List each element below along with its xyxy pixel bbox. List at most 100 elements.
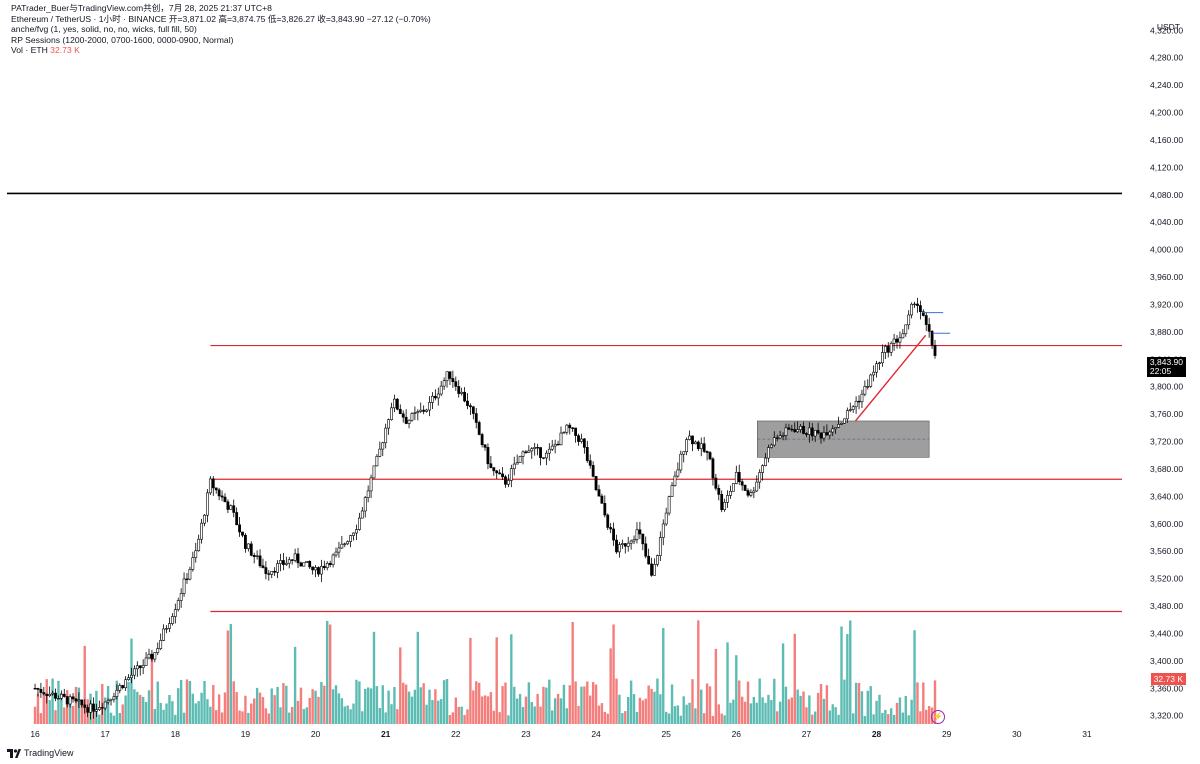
- volume-bar: [469, 637, 472, 724]
- candle-body: [837, 424, 840, 428]
- candle-body: [758, 472, 762, 483]
- y-tick-label: 3,480.00: [1150, 601, 1183, 611]
- candle-body: [97, 707, 101, 710]
- indicator-sessions[interactable]: RP Sessions (1200-2000, 0700-1600, 0000-…: [11, 34, 234, 45]
- volume-bar: [457, 706, 460, 724]
- volume-bar: [255, 687, 259, 724]
- volume-bar: [688, 702, 691, 724]
- volume-bar: [808, 695, 811, 724]
- candle-body: [542, 457, 545, 459]
- candle-body: [366, 490, 370, 498]
- y-tick-label: 3,640.00: [1150, 491, 1183, 501]
- candle-body: [355, 529, 358, 534]
- symbol-ohlc-line[interactable]: Ethereum / TetherUS · 1小时 · BINANCE 开=3,…: [11, 13, 431, 24]
- volume-bar: [279, 707, 282, 724]
- y-tick-label: 4,280.00: [1150, 53, 1183, 63]
- volume-bar: [39, 713, 43, 724]
- candle-body: [597, 489, 601, 497]
- candle-body: [889, 343, 893, 353]
- candle-body: [153, 652, 157, 660]
- candle-body: [33, 688, 37, 690]
- candle-body: [667, 496, 671, 514]
- candle-body: [188, 569, 192, 580]
- volume-bar: [57, 680, 60, 724]
- indicator-fvg[interactable]: anche/fvg (1, yes, solid, no, no, wicks,…: [11, 24, 197, 35]
- volume-bar: [673, 706, 677, 724]
- volume-bar: [168, 694, 171, 724]
- candle-body: [246, 543, 250, 549]
- volume-bar: [793, 633, 796, 724]
- price-axis-unit[interactable]: USDT: [1156, 22, 1180, 32]
- candle-body: [217, 489, 221, 497]
- candle-body: [907, 314, 911, 326]
- tradingview-logo-icon: [7, 748, 21, 758]
- candle-body: [144, 657, 148, 666]
- candle-body: [176, 600, 180, 610]
- candle-body: [147, 653, 151, 659]
- volume-bar: [854, 682, 858, 724]
- volume-bar: [700, 689, 703, 724]
- candle-body: [769, 444, 773, 448]
- volume-bar: [521, 707, 525, 724]
- volume-bar: [244, 695, 247, 724]
- volume-bar: [369, 688, 373, 724]
- volume-bar: [188, 681, 192, 724]
- candle-body: [685, 439, 689, 452]
- candle-body: [626, 542, 630, 547]
- candle-body: [848, 409, 852, 411]
- candle-body: [878, 362, 881, 364]
- candle-body: [416, 411, 420, 414]
- candle-body: [130, 674, 133, 678]
- volume-bar: [784, 686, 788, 724]
- candle-body: [527, 450, 531, 453]
- lightning-icon[interactable]: ⚡: [931, 710, 945, 724]
- volume-bar: [825, 685, 829, 724]
- volume-bar: [384, 712, 387, 724]
- volume-bar: [626, 697, 630, 724]
- volume-bar: [621, 713, 624, 724]
- volume-bar: [60, 693, 63, 724]
- candle-body: [331, 554, 335, 565]
- volume-bar: [635, 712, 639, 724]
- x-tick-label: 20: [311, 729, 321, 739]
- candle-body: [311, 566, 315, 571]
- candle-body: [562, 431, 566, 434]
- candle-body: [816, 430, 820, 434]
- candle-body: [656, 555, 659, 565]
- volume-bar: [933, 680, 937, 724]
- candle-body: [764, 457, 767, 466]
- candle-body: [822, 432, 826, 439]
- candle-body: [705, 451, 709, 453]
- volume-bar: [518, 694, 522, 724]
- candle-body: [749, 492, 753, 496]
- volume-bar: [80, 702, 84, 724]
- volume-bar: [539, 706, 542, 724]
- candle-body: [924, 315, 928, 325]
- candle-body: [711, 458, 715, 479]
- candle-body: [334, 551, 338, 556]
- volume-bar: [644, 698, 647, 724]
- candle-body: [433, 395, 437, 399]
- candle-body: [451, 378, 455, 382]
- candle-body: [895, 338, 899, 343]
- volume-bar: [670, 684, 674, 724]
- volume-bar: [927, 706, 931, 724]
- candle-body: [387, 419, 391, 429]
- candle-body: [360, 510, 364, 519]
- candle-body: [71, 696, 75, 700]
- volume-bar: [515, 698, 519, 724]
- volume-legend[interactable]: Vol · ETH 32.73 K: [11, 45, 431, 56]
- candle-body: [784, 427, 788, 436]
- candle-body: [369, 477, 373, 492]
- candle-body: [787, 427, 791, 430]
- candle-body: [363, 497, 367, 512]
- candle-body: [518, 456, 522, 463]
- volume-bar: [200, 692, 203, 724]
- candle-body: [413, 412, 417, 414]
- volume-bar: [755, 702, 758, 724]
- volume-bar: [562, 684, 566, 724]
- volume-bar: [276, 686, 279, 724]
- y-tick-label: 3,600.00: [1150, 519, 1183, 529]
- candle-body: [293, 553, 297, 561]
